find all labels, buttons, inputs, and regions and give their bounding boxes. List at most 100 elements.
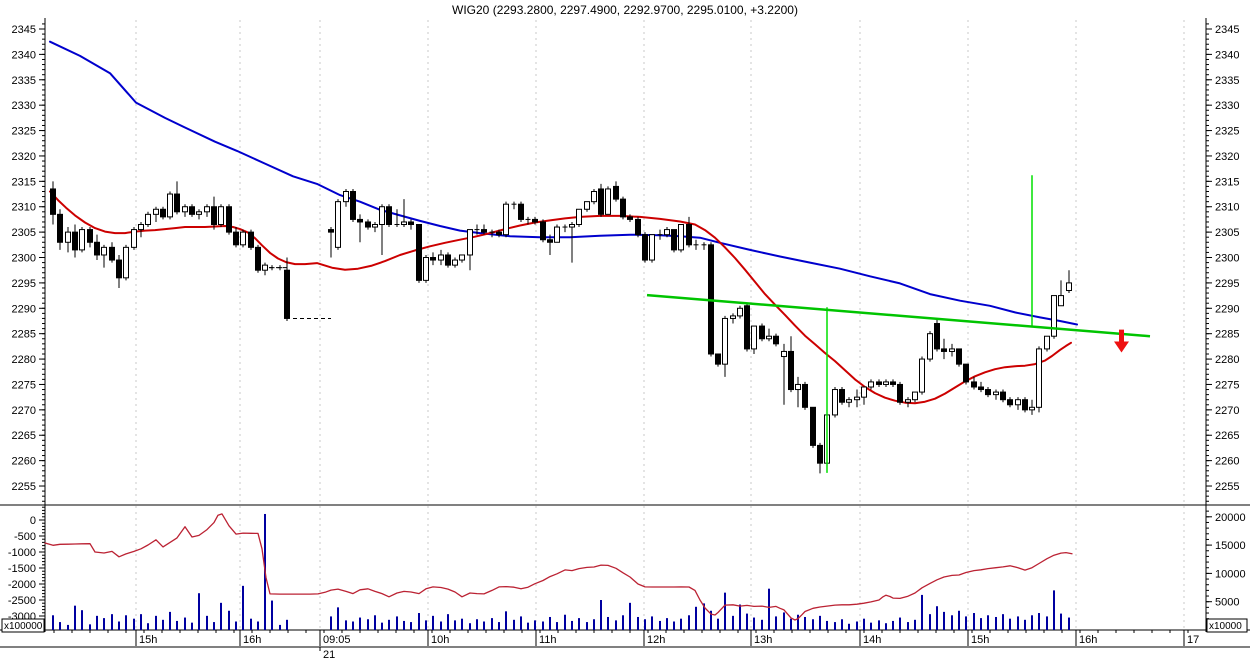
candle-up bbox=[145, 213, 151, 226]
price-label-right: 2280 bbox=[1215, 354, 1239, 366]
candle-up bbox=[861, 386, 867, 398]
candle-down bbox=[57, 213, 63, 243]
candle-up bbox=[79, 229, 85, 251]
right-multiplier-label: x10000 bbox=[1209, 621, 1242, 632]
ma-short-line bbox=[49, 190, 1072, 405]
candle-up bbox=[153, 208, 159, 215]
candle-down bbox=[642, 234, 648, 261]
candle-up bbox=[576, 208, 582, 226]
candle-up bbox=[766, 335, 772, 340]
candle-up bbox=[218, 206, 224, 226]
time-label: 12h bbox=[647, 634, 665, 646]
price-label-left: 2295 bbox=[12, 278, 36, 290]
right-multiplier-box bbox=[1206, 618, 1248, 633]
left-multiplier-box bbox=[1, 618, 45, 633]
candle-down bbox=[50, 188, 56, 215]
price-label-right: 2265 bbox=[1215, 430, 1239, 442]
candle-down bbox=[116, 259, 122, 279]
price-label-left: 2300 bbox=[12, 253, 36, 265]
candle-up bbox=[854, 396, 860, 401]
volume-label-right: 5000 bbox=[1215, 597, 1239, 609]
indicator-label-left: -500 bbox=[14, 531, 36, 543]
candle-up bbox=[503, 203, 509, 236]
candle-down bbox=[416, 224, 422, 281]
candle-down bbox=[1000, 391, 1006, 401]
candle-down bbox=[810, 406, 816, 446]
candle-down bbox=[430, 257, 436, 261]
time-label: 10h bbox=[431, 634, 449, 646]
chart-title: WIG20 (2293.2800, 2297.4900, 2292.9700, … bbox=[452, 3, 798, 17]
candle-up bbox=[927, 333, 933, 360]
price-label-right: 2330 bbox=[1215, 100, 1239, 112]
candle-up bbox=[993, 391, 999, 396]
candle-up bbox=[101, 246, 107, 256]
candle-up bbox=[423, 257, 429, 281]
time-label: 13h bbox=[754, 634, 772, 646]
price-label-right: 2305 bbox=[1215, 227, 1239, 239]
candle-up bbox=[905, 399, 911, 403]
candle-up bbox=[240, 231, 246, 246]
ma-short-line-group bbox=[49, 190, 1072, 405]
price-label-right: 2255 bbox=[1215, 481, 1239, 493]
candle-up bbox=[401, 221, 407, 226]
candle-down bbox=[445, 254, 451, 266]
candle-up bbox=[912, 391, 918, 401]
candle-down bbox=[174, 193, 180, 213]
candle-down bbox=[518, 203, 524, 220]
price-label-left: 2325 bbox=[12, 126, 36, 138]
price-label-left: 2310 bbox=[12, 202, 36, 214]
candle-down bbox=[934, 323, 940, 350]
time-label: 14h bbox=[863, 634, 881, 646]
ma-long-line-group bbox=[49, 40, 1078, 326]
candles bbox=[50, 181, 1072, 474]
left-multiplier-label: x100000 bbox=[4, 621, 43, 632]
candle-up bbox=[343, 190, 349, 203]
scale-multipliers: x100000 x10000 bbox=[1, 618, 1248, 633]
candle-down bbox=[233, 231, 239, 246]
candle-down bbox=[876, 381, 882, 385]
price-label-right: 2310 bbox=[1215, 202, 1239, 214]
candle-up bbox=[123, 246, 129, 279]
candle-down bbox=[744, 305, 750, 350]
candle-down bbox=[255, 246, 261, 271]
candle-down bbox=[357, 218, 363, 223]
candle-up bbox=[1036, 348, 1042, 408]
candle-up bbox=[832, 389, 838, 416]
candle-up bbox=[1015, 399, 1021, 406]
price-label-left: 2340 bbox=[12, 49, 36, 61]
price-label-left: 2315 bbox=[12, 176, 36, 188]
price-label-left: 2275 bbox=[12, 379, 36, 391]
candle-down bbox=[328, 229, 334, 233]
candle-down bbox=[211, 206, 217, 226]
volume-label-right: 20000 bbox=[1215, 512, 1246, 524]
candle-down bbox=[788, 350, 794, 391]
price-label-right: 2290 bbox=[1215, 303, 1239, 315]
candle-up bbox=[678, 224, 684, 251]
price-label-right: 2335 bbox=[1215, 75, 1239, 87]
price-label-right: 2260 bbox=[1215, 456, 1239, 468]
sell-arrow-icon bbox=[1114, 329, 1129, 353]
candle-down bbox=[890, 381, 896, 385]
candle-down bbox=[160, 208, 166, 218]
candle-up bbox=[883, 381, 889, 385]
candle-down bbox=[671, 229, 677, 251]
candle-up bbox=[584, 201, 590, 210]
candle-up bbox=[730, 315, 736, 319]
candle-up bbox=[846, 399, 852, 403]
candle-up bbox=[569, 224, 575, 228]
time-label: 16h bbox=[1079, 634, 1097, 646]
price-label-left: 2285 bbox=[12, 329, 36, 341]
candle-down bbox=[189, 206, 195, 215]
trendline bbox=[646, 293, 1151, 338]
price-label-right: 2275 bbox=[1215, 379, 1239, 391]
candle-down bbox=[985, 389, 991, 396]
price-label-left: 2270 bbox=[12, 405, 36, 417]
candle-down bbox=[715, 353, 721, 365]
price-label-left: 2255 bbox=[12, 481, 36, 493]
price-axis: 2345 2345 2340 2340 2335 2335 2330 2330 2325 2325… bbox=[12, 23, 1239, 502]
candle-down bbox=[109, 246, 115, 261]
price-label-left: 2330 bbox=[12, 100, 36, 112]
indicator-line-group bbox=[44, 513, 1073, 621]
candle-down bbox=[408, 221, 414, 226]
